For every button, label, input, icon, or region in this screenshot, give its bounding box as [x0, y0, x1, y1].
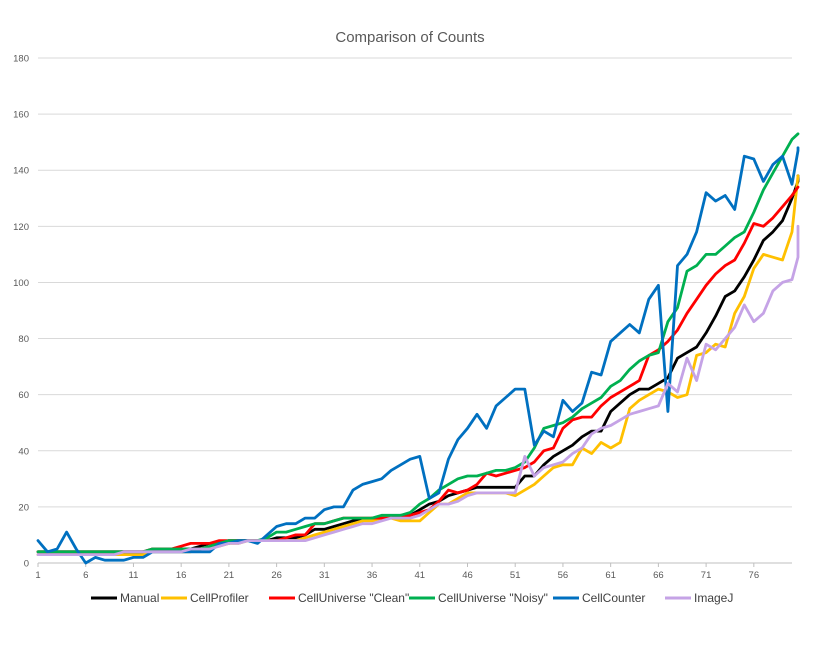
series-line-celluniverse-noisy: [36, 132, 800, 554]
x-tick-label: 1: [35, 570, 40, 581]
x-tick-label: 46: [462, 570, 473, 581]
y-tick-label: 60: [18, 390, 29, 401]
y-tick-label: 80: [18, 334, 29, 345]
x-tick-label: 56: [558, 570, 569, 581]
legend-item: CellUniverse "Clean": [269, 591, 409, 605]
x-tick-label: 61: [605, 570, 616, 581]
x-tick-label: 6: [83, 570, 88, 581]
y-tick-label: 160: [13, 110, 29, 121]
legend-label: CellUniverse "Noisy": [438, 591, 548, 605]
x-tick-label: 36: [367, 570, 378, 581]
legend-item: CellUniverse "Noisy": [409, 591, 548, 605]
x-tick-label: 31: [319, 570, 330, 581]
y-tick-label: 40: [18, 446, 29, 457]
x-tick-label: 16: [176, 570, 187, 581]
x-tick-label: 21: [224, 570, 235, 581]
x-tick-label: 41: [414, 570, 425, 581]
x-tick-label: 76: [749, 570, 760, 581]
series-line-imagej: [36, 224, 800, 556]
legend-label: CellCounter: [582, 591, 645, 605]
x-tick-label: 66: [653, 570, 664, 581]
chart-title: Comparison of Counts: [335, 29, 484, 46]
legend: Manual CellProfiler CellUniverse "Clean" Ce…: [91, 591, 733, 605]
legend-label: CellProfiler: [190, 591, 249, 605]
legend-item: ImageJ: [665, 591, 733, 605]
legend-label: ImageJ: [694, 591, 733, 605]
y-tick-label: 0: [24, 559, 29, 570]
series-lines: [36, 132, 800, 565]
y-tick-label: 140: [13, 166, 29, 177]
x-tick-label: 51: [510, 570, 521, 581]
y-tick-label: 100: [13, 278, 29, 289]
y-tick-label: 180: [13, 54, 29, 65]
x-tick-label: 11: [129, 570, 139, 581]
legend-item: Manual: [91, 591, 159, 605]
y-tick-label: 20: [18, 502, 29, 513]
legend-item: CellCounter: [553, 591, 645, 605]
legend-item: CellProfiler: [161, 591, 249, 605]
y-tick-label: 120: [13, 222, 29, 233]
x-tick-label: 26: [271, 570, 282, 581]
x-tick-label: 71: [701, 570, 712, 581]
legend-label: CellUniverse "Clean": [298, 591, 409, 605]
legend-label: Manual: [120, 591, 159, 605]
gridlines: [38, 57, 792, 564]
